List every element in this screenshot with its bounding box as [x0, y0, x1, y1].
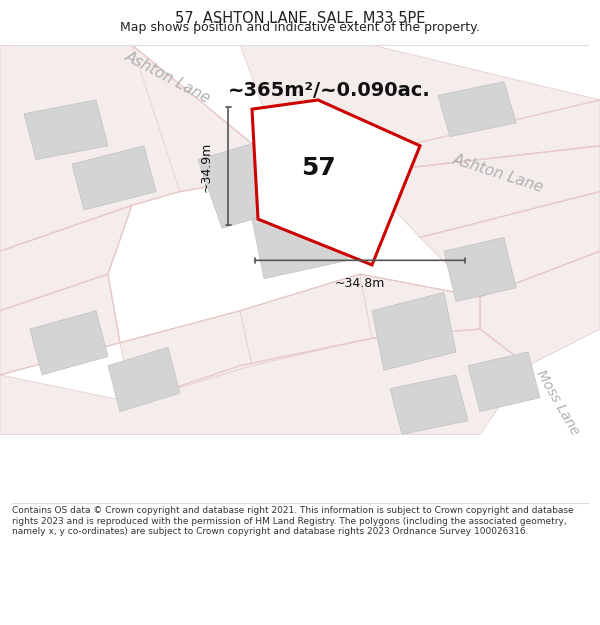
- Text: ~34.8m: ~34.8m: [335, 277, 385, 290]
- Text: ~34.9m: ~34.9m: [200, 141, 213, 191]
- Polygon shape: [438, 82, 516, 137]
- Polygon shape: [0, 274, 120, 375]
- Polygon shape: [468, 352, 540, 411]
- Text: Map shows position and indicative extent of the property.: Map shows position and indicative extent…: [120, 21, 480, 34]
- Polygon shape: [252, 100, 420, 265]
- Polygon shape: [390, 375, 468, 434]
- Polygon shape: [30, 311, 108, 375]
- Polygon shape: [444, 238, 516, 301]
- Polygon shape: [240, 45, 600, 173]
- Text: 57, ASHTON LANE, SALE, M33 5PE: 57, ASHTON LANE, SALE, M33 5PE: [175, 11, 425, 26]
- Polygon shape: [120, 311, 252, 402]
- Text: Contains OS data © Crown copyright and database right 2021. This information is : Contains OS data © Crown copyright and d…: [12, 506, 574, 536]
- Polygon shape: [0, 206, 132, 311]
- Polygon shape: [108, 348, 180, 411]
- Polygon shape: [480, 251, 600, 366]
- Text: 57: 57: [301, 156, 335, 180]
- Text: ~365m²/~0.090ac.: ~365m²/~0.090ac.: [228, 81, 431, 100]
- Polygon shape: [360, 146, 600, 238]
- Polygon shape: [24, 100, 108, 159]
- Text: Ashton Lane: Ashton Lane: [451, 151, 545, 195]
- Text: Moss Lane: Moss Lane: [534, 368, 582, 438]
- Polygon shape: [420, 192, 600, 297]
- Text: Ashton Lane: Ashton Lane: [122, 48, 214, 106]
- Polygon shape: [360, 274, 480, 338]
- Polygon shape: [372, 292, 456, 370]
- Polygon shape: [0, 45, 180, 251]
- Polygon shape: [0, 329, 528, 434]
- Polygon shape: [0, 45, 288, 192]
- Polygon shape: [72, 146, 156, 210]
- Polygon shape: [198, 137, 300, 228]
- Polygon shape: [240, 274, 372, 366]
- Polygon shape: [252, 201, 348, 279]
